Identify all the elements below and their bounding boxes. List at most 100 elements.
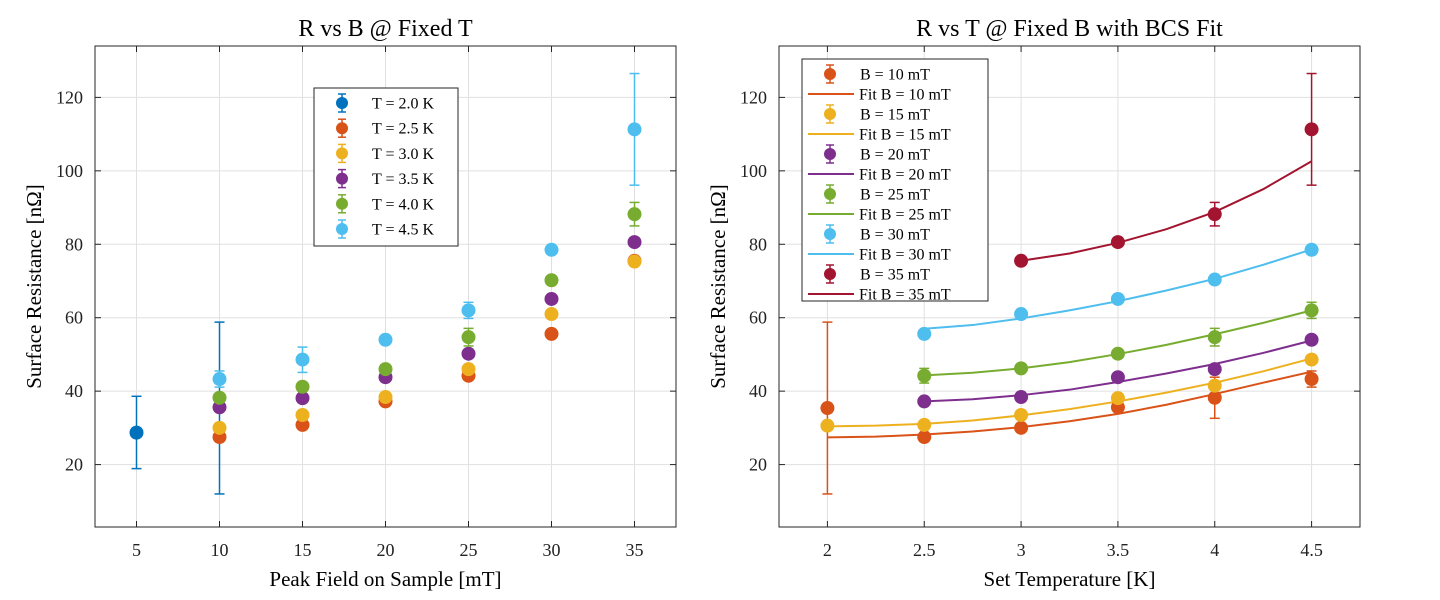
legend-entry: Fit B = 10 mT bbox=[808, 87, 951, 104]
data-point bbox=[1014, 420, 1029, 435]
legend-label: B = 25 mT bbox=[860, 187, 930, 204]
legend-label: B = 15 mT bbox=[860, 107, 930, 124]
data-point bbox=[1304, 242, 1319, 257]
legend-marker-icon bbox=[824, 268, 836, 280]
data-point bbox=[1207, 207, 1222, 222]
data-point bbox=[1014, 253, 1029, 268]
data-point bbox=[295, 391, 310, 406]
legend-marker-icon bbox=[336, 172, 348, 185]
data-series bbox=[917, 301, 1319, 384]
data-series bbox=[129, 395, 144, 470]
legend-entry: Fit B = 15 mT bbox=[808, 127, 951, 144]
y-tick-label: 20 bbox=[65, 455, 83, 475]
data-point bbox=[627, 235, 642, 250]
y-tick-label: 120 bbox=[56, 87, 83, 107]
data-point bbox=[1110, 346, 1125, 361]
legend-marker-icon bbox=[824, 68, 836, 80]
legend-label: Fit B = 10 mT bbox=[859, 87, 951, 104]
legend-entry: B = 15 mT bbox=[824, 104, 930, 124]
legend-entry: T = 2.5 K bbox=[336, 118, 435, 138]
data-point bbox=[129, 425, 144, 440]
legend-entry: Fit B = 20 mT bbox=[808, 167, 951, 184]
data-point bbox=[461, 346, 476, 361]
data-series bbox=[1014, 72, 1319, 268]
data-point bbox=[627, 254, 642, 269]
x-axis-label: Set Temperature [K] bbox=[984, 567, 1156, 591]
legend-marker-icon bbox=[336, 147, 348, 160]
y-tick-label: 40 bbox=[65, 381, 83, 401]
data-point bbox=[917, 368, 932, 383]
legend: T = 2.0 K T = 2.5 K T = 3.0 K T = 3.5 K T = … bbox=[313, 87, 459, 247]
data-point bbox=[917, 430, 932, 445]
legend: B = 10 mT Fit B = 10 mT B = 15 mT Fit B = 1… bbox=[801, 58, 989, 304]
data-point bbox=[212, 372, 227, 387]
legend-label: T = 2.0 K bbox=[372, 96, 435, 113]
data-point bbox=[627, 207, 642, 222]
axes-box bbox=[778, 45, 1361, 528]
data-point bbox=[1110, 391, 1125, 406]
data-series bbox=[917, 242, 1319, 341]
x-tick-label: 2 bbox=[823, 540, 832, 560]
y-tick-label: 80 bbox=[65, 234, 83, 254]
chart-panel-2: 2 2.5 3 3.5 4 4.5 20 40 60 80 100 120 R vs T @ Fixed… bbox=[706, 16, 1361, 591]
y-tick-label: 120 bbox=[740, 87, 767, 107]
data-point bbox=[1110, 235, 1125, 250]
legend-marker-icon bbox=[336, 97, 348, 109]
chart-panel-1: 5 10 15 20 25 30 35 20 40 60 80 100 120 R vs B @ Fixe… bbox=[22, 16, 677, 591]
x-tick-label: 5 bbox=[132, 540, 141, 560]
x-tick-label: 30 bbox=[543, 540, 561, 560]
data-point bbox=[378, 390, 393, 405]
data-point bbox=[461, 303, 476, 318]
data-layer bbox=[129, 72, 642, 495]
data-point bbox=[461, 362, 476, 377]
y-tick-label: 100 bbox=[56, 161, 83, 181]
legend-label: Fit B = 30 mT bbox=[859, 247, 951, 264]
x-tick-label: 10 bbox=[211, 540, 229, 560]
data-series bbox=[212, 235, 642, 415]
y-tick-label: 60 bbox=[749, 308, 767, 328]
data-point bbox=[820, 401, 835, 416]
data-point bbox=[1207, 272, 1222, 287]
legend-label: T = 4.0 K bbox=[372, 196, 435, 213]
x-tick-label: 35 bbox=[626, 540, 644, 560]
data-layer bbox=[820, 72, 1319, 495]
legend-label: T = 4.5 K bbox=[372, 222, 435, 239]
x-tick-label: 2.5 bbox=[913, 540, 936, 560]
legend-entry: Fit B = 35 mT bbox=[808, 287, 951, 304]
legend-entry: T = 3.0 K bbox=[336, 143, 435, 164]
x-tick-label: 20 bbox=[377, 540, 395, 560]
x-tick-label: 4 bbox=[1210, 540, 1219, 560]
chart-title: R vs T @ Fixed B with BCS Fit bbox=[916, 16, 1223, 42]
legend-entry: T = 2.0 K bbox=[336, 93, 435, 113]
data-series bbox=[212, 254, 642, 435]
x-tick-label: 15 bbox=[294, 540, 312, 560]
legend-marker-icon bbox=[336, 122, 348, 135]
data-point bbox=[1304, 372, 1319, 387]
legend-entry: T = 4.0 K bbox=[336, 194, 435, 214]
legend-label: T = 3.5 K bbox=[372, 171, 435, 188]
data-point bbox=[295, 352, 310, 367]
data-point bbox=[544, 326, 559, 341]
data-point bbox=[212, 420, 227, 435]
fit-line bbox=[1020, 160, 1313, 262]
data-point bbox=[544, 242, 559, 257]
data-point bbox=[544, 307, 559, 322]
legend-label: Fit B = 20 mT bbox=[859, 167, 951, 184]
legend-marker-icon bbox=[824, 228, 836, 240]
data-point bbox=[1014, 408, 1029, 423]
data-series bbox=[820, 352, 1319, 433]
data-point bbox=[295, 379, 310, 394]
data-series bbox=[820, 321, 1319, 495]
y-tick-label: 100 bbox=[740, 161, 767, 181]
data-point bbox=[378, 362, 393, 377]
y-tick-label: 80 bbox=[749, 234, 767, 254]
legend-entry: T = 4.5 K bbox=[336, 219, 435, 239]
legend-entry: T = 3.5 K bbox=[336, 168, 435, 189]
legend-marker-icon bbox=[824, 148, 836, 160]
data-point bbox=[1110, 370, 1125, 385]
data-point bbox=[1110, 291, 1125, 306]
legend-marker-icon bbox=[336, 197, 348, 210]
data-point bbox=[1304, 332, 1319, 347]
data-series bbox=[212, 72, 642, 388]
